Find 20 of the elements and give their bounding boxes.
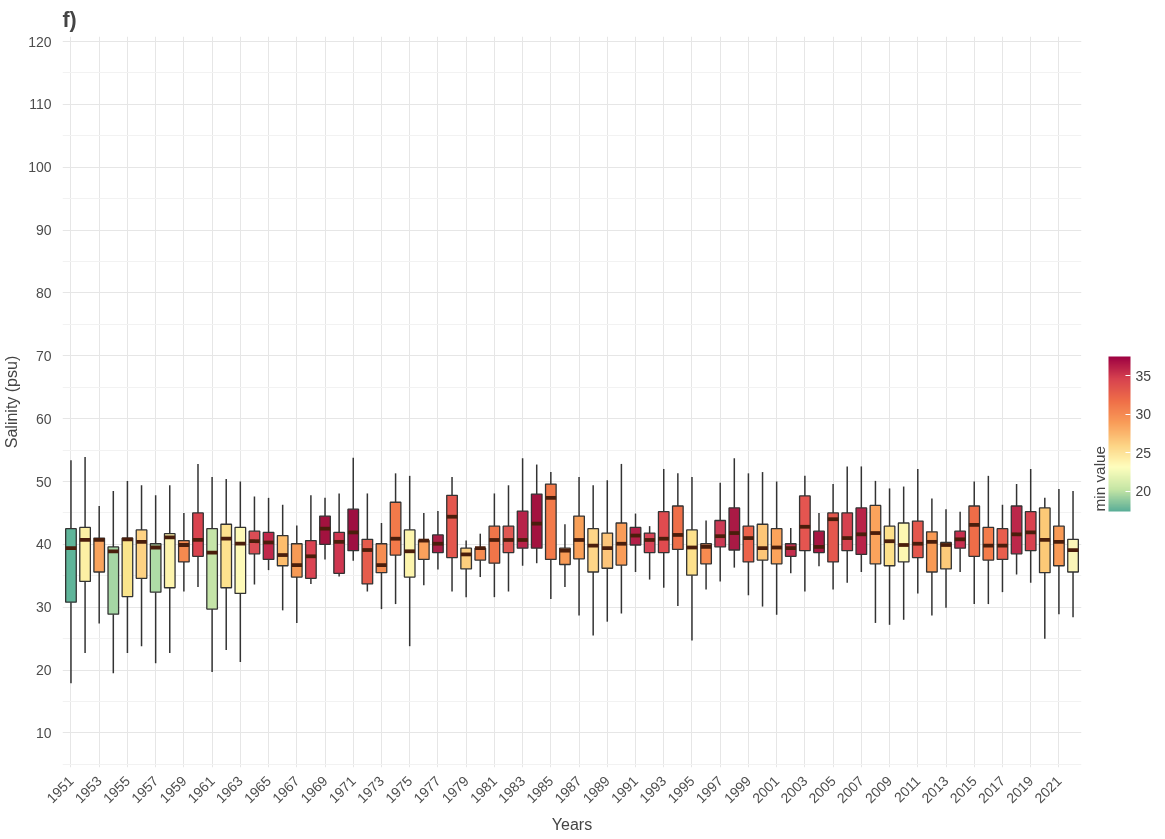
y-tick-label: 20: [35, 662, 52, 679]
y-tick-label: 40: [35, 536, 52, 553]
color-bar-label: 20: [1135, 483, 1152, 500]
y-axis-title: Salinity (psu): [3, 355, 21, 449]
x-axis-title: Years: [551, 815, 593, 833]
color-bar-title: min value: [1090, 445, 1108, 512]
chart-title: f): [62, 7, 77, 32]
y-tick-label: 110: [29, 96, 52, 113]
y-tick-label: 60: [35, 410, 52, 427]
y-tick-label: 50: [35, 473, 52, 490]
color-bar-label: 30: [1135, 406, 1152, 423]
y-tick-label: 80: [35, 284, 52, 301]
y-tick-label: 70: [35, 347, 52, 364]
y-tick-label: 120: [28, 33, 52, 50]
y-tick-label: 30: [35, 599, 52, 616]
y-tick-label: 10: [35, 724, 52, 741]
color-bar-label: 35: [1135, 367, 1152, 384]
y-tick-label: 90: [35, 222, 52, 239]
y-tick-label: 100: [28, 159, 52, 176]
color-bar-label: 25: [1135, 444, 1152, 461]
